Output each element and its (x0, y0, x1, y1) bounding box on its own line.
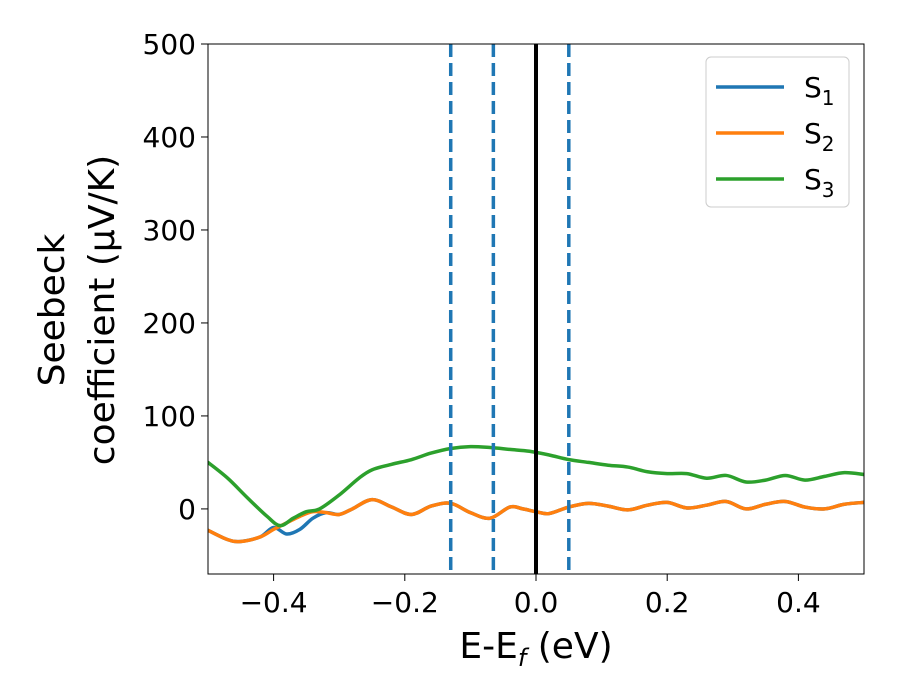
legend-label-main-3: S (804, 163, 822, 196)
y-tick-label-2: 100 (143, 400, 196, 433)
y-tick-label-6: 500 (143, 28, 196, 61)
x-tick-label-2: −0.2 (371, 586, 439, 619)
legend-label-2: S2 (804, 117, 835, 156)
x-tick-label-4: 0.2 (645, 586, 690, 619)
plot-area (208, 44, 864, 574)
y-tick-label-3: 200 (143, 307, 196, 340)
legend-label-sub-2: 2 (822, 132, 835, 156)
legend-label-sub-1: 1 (822, 86, 835, 110)
y-tick-label-5: 400 (143, 121, 196, 154)
legend-label-3: S3 (804, 163, 835, 202)
y-tick-label-4: 300 (143, 214, 196, 247)
x-axis-title-suffix: (eV) (526, 626, 612, 667)
x-tick-label-3: 0.0 (514, 586, 559, 619)
x-tick-label-5: 0.4 (776, 586, 821, 619)
y-tick-label-1: 0 (178, 493, 196, 526)
legend-label-1: S1 (804, 71, 835, 110)
y-axis-title-line1: Seebeck (32, 233, 73, 386)
x-tick-label-1: −0.4 (240, 586, 308, 619)
y-axis-title-line2: coefficient (μV/K) (82, 155, 123, 465)
axes: −0.4 −0.2 0.0 0.2 0.4 0 100 200 300 400 500 (143, 28, 865, 619)
legend-label-main-1: S (804, 71, 822, 104)
x-axis-title: E-Ef (eV) (459, 626, 612, 672)
plot-inner (208, 44, 864, 574)
x-axis-title-main: E-E (459, 626, 517, 667)
series-line-3 (208, 444, 864, 528)
legend-label-main-2: S (804, 117, 822, 150)
legend-label-sub-3: 3 (822, 178, 835, 202)
